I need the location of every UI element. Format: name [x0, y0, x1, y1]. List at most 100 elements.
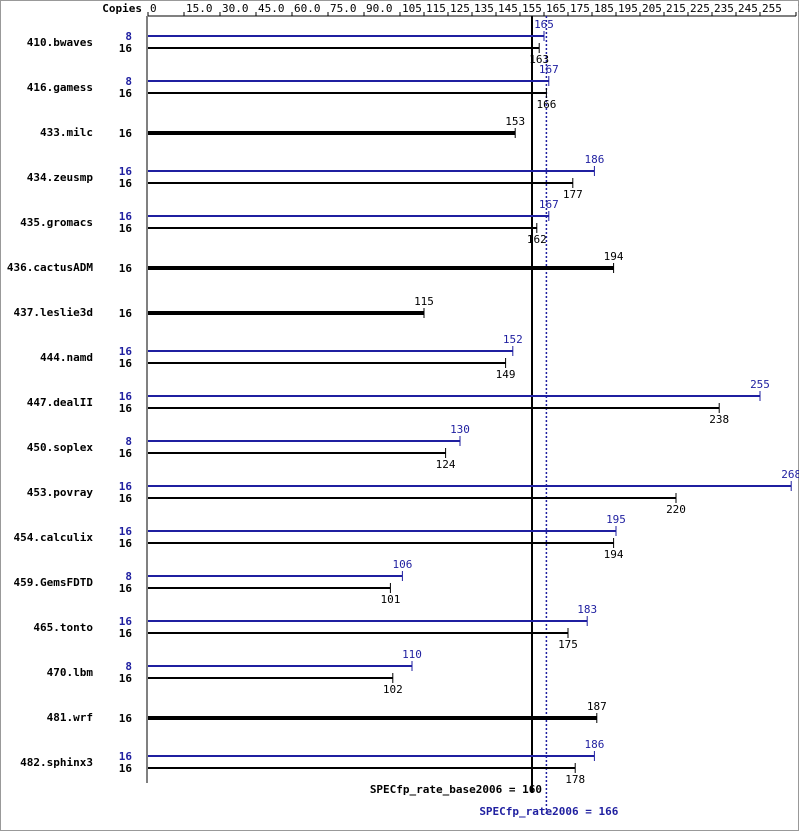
value-label: 187	[587, 700, 607, 713]
value-label: 195	[606, 513, 626, 526]
value-label: 238	[709, 413, 729, 426]
x-tick-label: 75.0	[330, 2, 357, 15]
copies-label: 16	[119, 480, 133, 493]
axis-label: Copies	[102, 2, 142, 15]
x-tick-label: 135	[474, 2, 494, 15]
x-tick-label: 115	[426, 2, 446, 15]
copies-label: 16	[119, 127, 133, 140]
copies-label: 16	[119, 42, 133, 55]
value-label: 220	[666, 503, 686, 516]
copies-label: 16	[119, 262, 133, 275]
category-label: 437.leslie3d	[14, 306, 93, 319]
category-label: 453.povray	[27, 486, 94, 499]
value-label: 255	[750, 378, 770, 391]
copies-label: 16	[119, 492, 133, 505]
x-tick-label: 45.0	[258, 2, 285, 15]
value-label: 175	[558, 638, 578, 651]
x-tick-label: 105	[402, 2, 422, 15]
value-label: 163	[529, 53, 549, 66]
category-label: 450.soplex	[27, 441, 94, 454]
value-label: 152	[503, 333, 523, 346]
copies-label: 8	[125, 570, 132, 583]
copies-label: 16	[119, 582, 133, 595]
value-label: 268	[781, 468, 799, 481]
reference-label: SPECfp_rate2006 = 166	[479, 805, 618, 818]
copies-label: 16	[119, 712, 133, 725]
x-tick-label: 255	[762, 2, 782, 15]
copies-label: 8	[125, 75, 132, 88]
category-label: 416.gamess	[27, 81, 93, 94]
copies-label: 16	[119, 307, 133, 320]
value-label: 186	[584, 153, 604, 166]
value-label: 130	[450, 423, 470, 436]
value-label: 167	[539, 63, 559, 76]
value-label: 166	[536, 98, 556, 111]
copies-label: 8	[125, 435, 132, 448]
x-tick-label: 155	[522, 2, 542, 15]
copies-label: 16	[119, 627, 133, 640]
value-label: 178	[565, 773, 585, 786]
category-label: 482.sphinx3	[20, 756, 93, 769]
x-tick-label: 30.0	[222, 2, 249, 15]
copies-label: 16	[119, 750, 133, 763]
copies-label: 16	[119, 525, 133, 538]
copies-label: 8	[125, 660, 132, 673]
value-label: 165	[534, 18, 554, 31]
value-label: 167	[539, 198, 559, 211]
copies-label: 16	[119, 537, 133, 550]
category-label: 436.cactusADM	[7, 261, 93, 274]
x-tick-label: 145	[498, 2, 518, 15]
x-tick-label: 165	[546, 2, 566, 15]
copies-label: 16	[119, 357, 133, 370]
x-tick-label: 175	[570, 2, 590, 15]
value-label: 177	[563, 188, 583, 201]
x-tick-label: 0	[150, 2, 157, 15]
x-tick-label: 90.0	[366, 2, 393, 15]
value-label: 102	[383, 683, 403, 696]
category-label: 465.tonto	[33, 621, 93, 634]
x-tick-label: 245	[738, 2, 758, 15]
value-label: 153	[505, 115, 525, 128]
copies-label: 16	[119, 165, 133, 178]
value-label: 194	[604, 250, 624, 263]
category-label: 434.zeusmp	[27, 171, 94, 184]
category-label: 433.milc	[40, 126, 93, 139]
copies-label: 16	[119, 345, 133, 358]
copies-label: 16	[119, 762, 133, 775]
x-tick-label: 125	[450, 2, 470, 15]
category-label: 447.dealII	[27, 396, 93, 409]
category-label: 410.bwaves	[27, 36, 93, 49]
category-label: 435.gromacs	[20, 216, 93, 229]
x-tick-label: 235	[714, 2, 734, 15]
copies-label: 16	[119, 87, 133, 100]
value-label: 110	[402, 648, 422, 661]
category-label: 470.lbm	[47, 666, 94, 679]
copies-label: 16	[119, 390, 133, 403]
value-label: 124	[436, 458, 456, 471]
value-label: 106	[392, 558, 412, 571]
copies-label: 16	[119, 447, 133, 460]
category-label: 481.wrf	[47, 711, 93, 724]
copies-label: 16	[119, 402, 133, 415]
value-label: 183	[577, 603, 597, 616]
x-tick-label: 215	[666, 2, 686, 15]
x-tick-label: 195	[618, 2, 638, 15]
copies-label: 16	[119, 672, 133, 685]
value-label: 186	[584, 738, 604, 751]
category-label: 459.GemsFDTD	[14, 576, 94, 589]
copies-label: 8	[125, 30, 132, 43]
x-tick-label: 205	[642, 2, 662, 15]
copies-label: 16	[119, 615, 133, 628]
x-tick-label: 60.0	[294, 2, 321, 15]
value-label: 162	[527, 233, 547, 246]
copies-label: 16	[119, 222, 133, 235]
reference-label: SPECfp_rate_base2006 = 160	[370, 783, 542, 796]
copies-label: 16	[119, 210, 133, 223]
copies-label: 16	[119, 177, 133, 190]
value-label: 149	[496, 368, 516, 381]
value-label: 115	[414, 295, 434, 308]
x-tick-label: 225	[690, 2, 710, 15]
value-label: 194	[604, 548, 624, 561]
category-label: 444.namd	[40, 351, 93, 364]
